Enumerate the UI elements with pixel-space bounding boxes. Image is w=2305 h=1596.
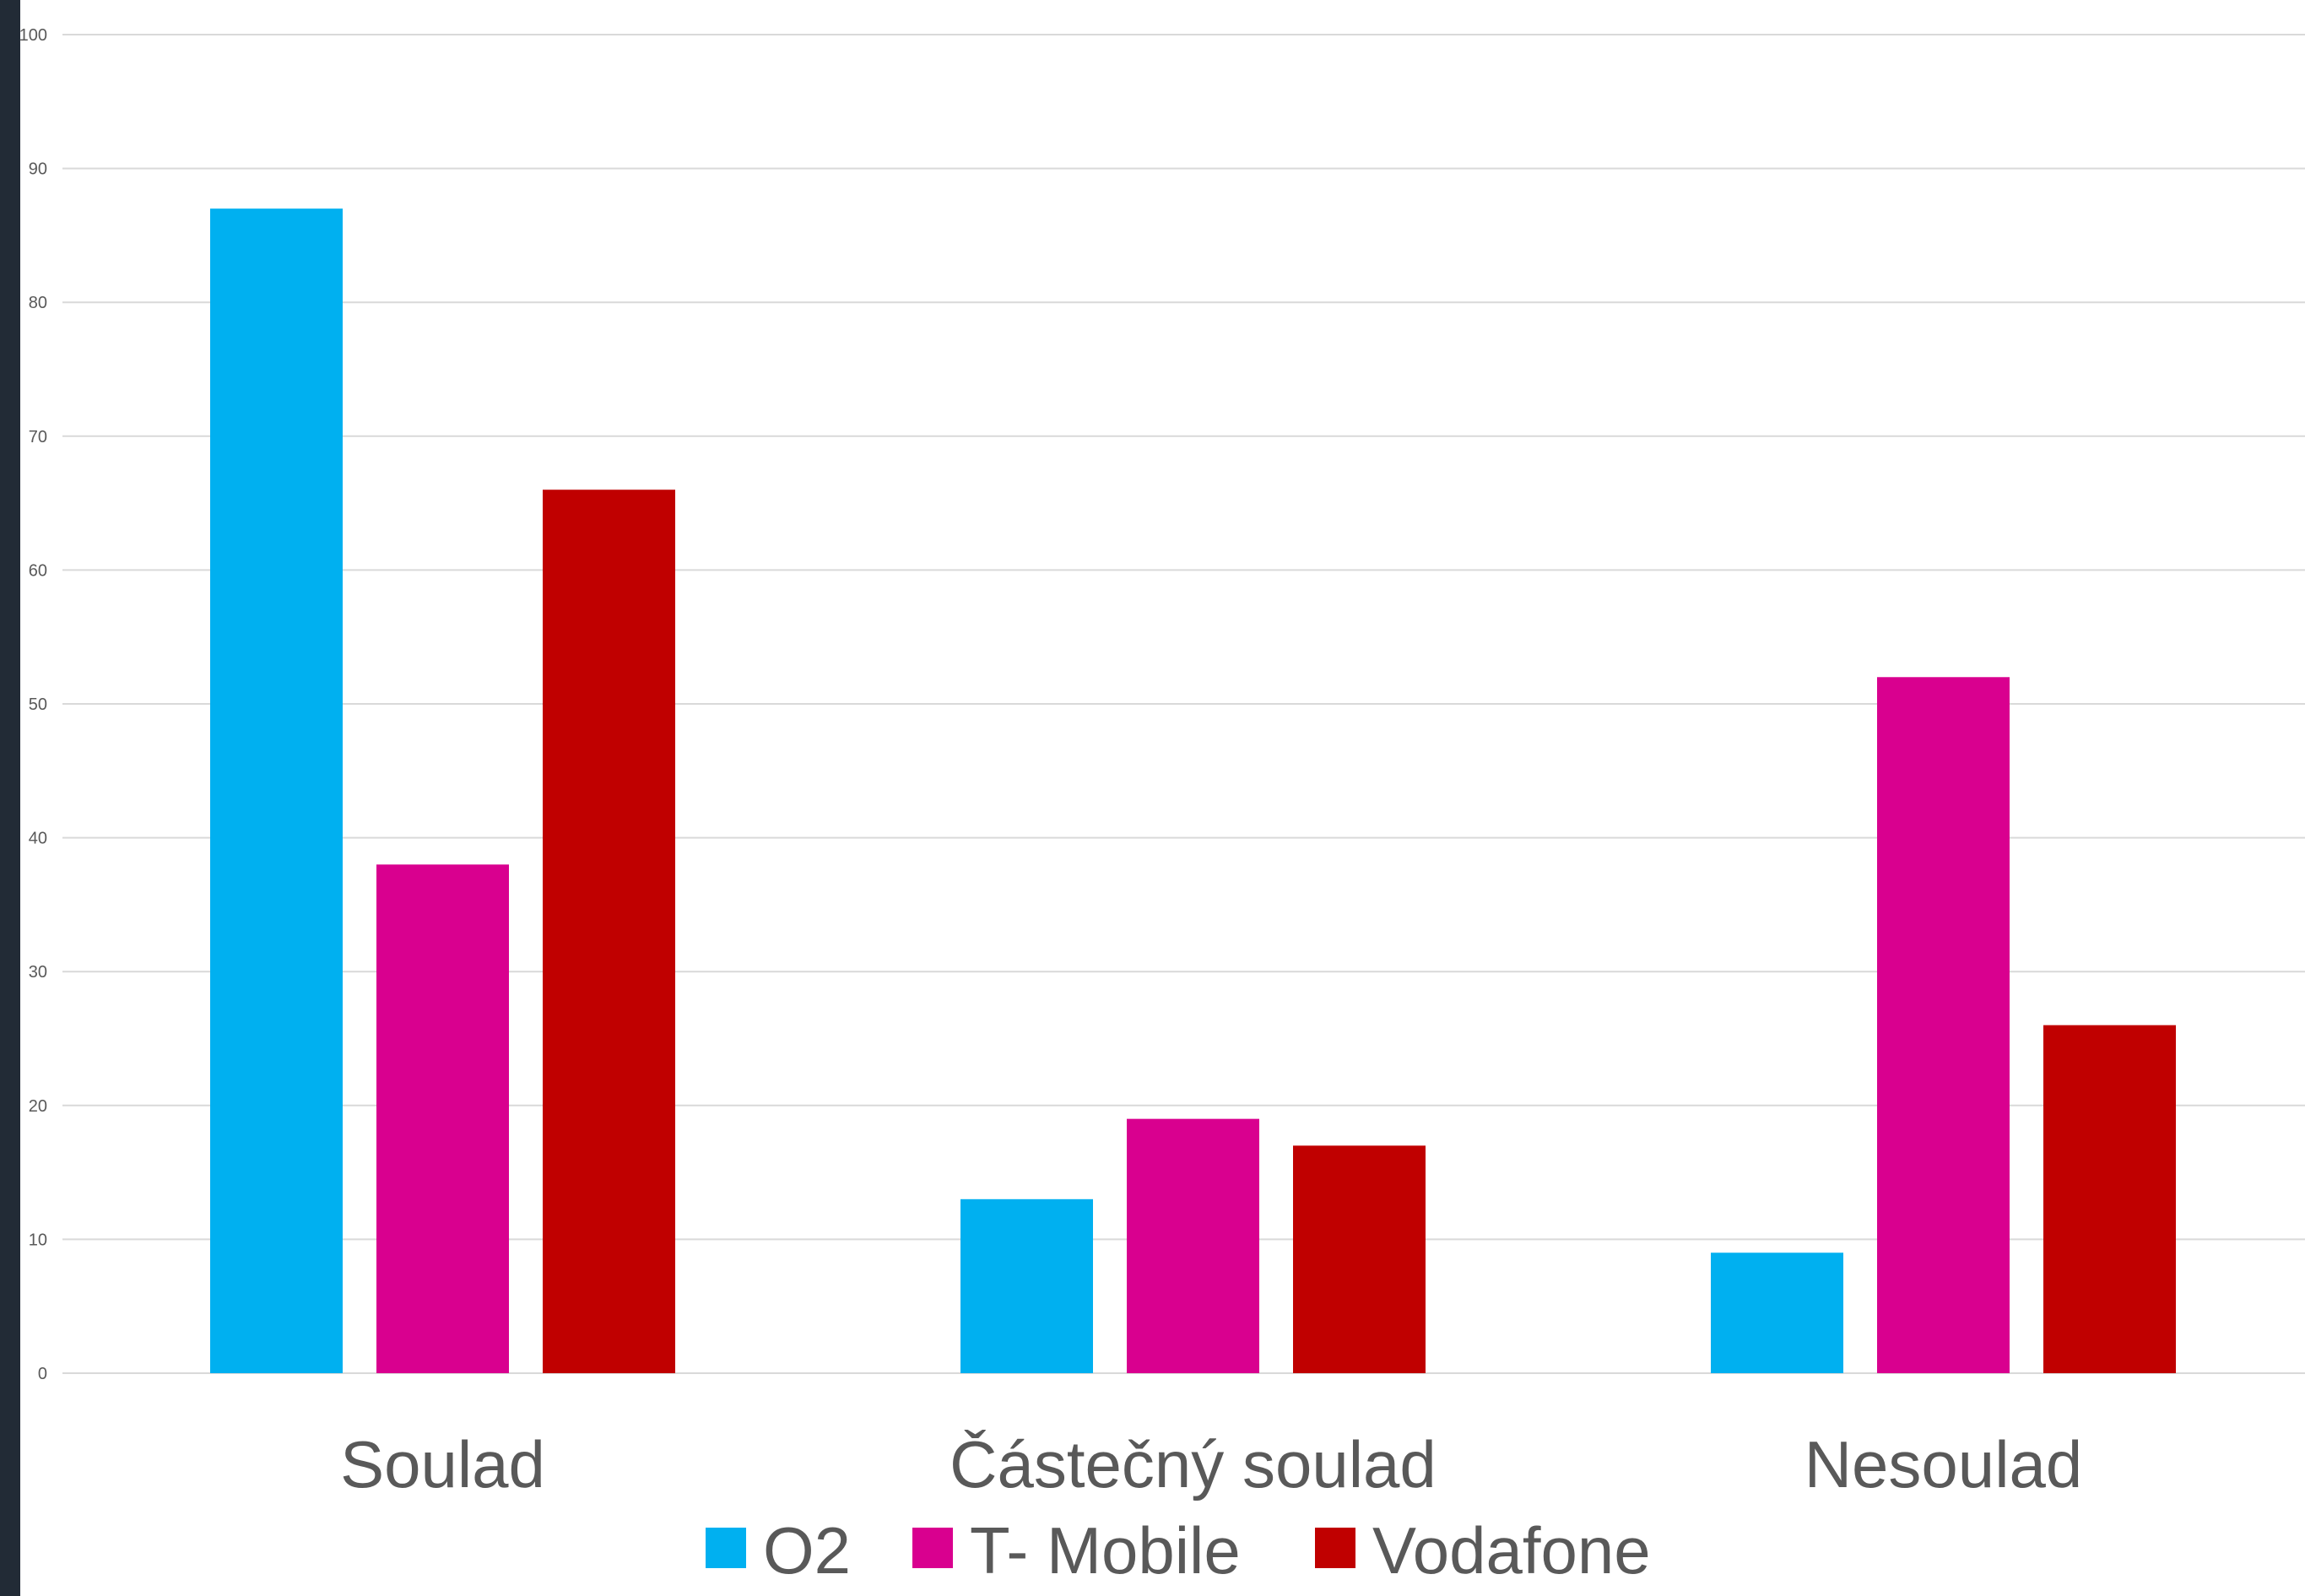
legend-swatch [706, 1528, 746, 1568]
legend-swatch [1315, 1528, 1355, 1568]
y-tick-label: 60 [29, 561, 47, 580]
y-tick-label: 50 [29, 695, 47, 714]
bar-vodafone-1 [1293, 1145, 1426, 1373]
legend-label: T- Mobile [970, 1513, 1241, 1588]
bar-o2-1 [960, 1198, 1093, 1373]
y-tick-label: 80 [29, 294, 47, 312]
y-tick-label: 20 [29, 1097, 47, 1116]
y-tick-label: 100 [19, 26, 47, 45]
y-tick-label: 30 [29, 963, 47, 982]
bar-t-mobile-0 [376, 864, 509, 1373]
bar-o2-0 [210, 208, 343, 1374]
bar-t-mobile-1 [1127, 1118, 1259, 1373]
bar-o2-2 [1711, 1252, 1843, 1373]
legend-swatch [912, 1528, 953, 1568]
y-tick-label: 90 [29, 160, 47, 179]
y-tick-label: 0 [38, 1365, 47, 1383]
legend-label: Vodafone [1372, 1513, 1651, 1588]
bars [210, 208, 2176, 1374]
category-label: Částečný soulad [950, 1427, 1437, 1501]
legend: O2 T- Mobile Vodafone [706, 1513, 1651, 1588]
y-tick-label: 10 [29, 1231, 47, 1249]
y-tick-label: 40 [29, 830, 47, 848]
legend-label: O2 [763, 1513, 851, 1588]
y-tick-label: 70 [29, 428, 47, 446]
window-edge [0, 0, 20, 1596]
category-label: Nesoulad [1805, 1427, 2083, 1501]
bar-vodafone-0 [543, 490, 675, 1373]
x-axis-categories: Soulad Částečný soulad Nesoulad [340, 1427, 2082, 1501]
category-label: Soulad [340, 1427, 545, 1501]
y-axis-ticks: 0 10 20 30 40 50 60 70 80 90 100 [19, 26, 47, 1383]
bar-t-mobile-2 [1877, 677, 2010, 1373]
bar-vodafone-2 [2043, 1025, 2176, 1373]
